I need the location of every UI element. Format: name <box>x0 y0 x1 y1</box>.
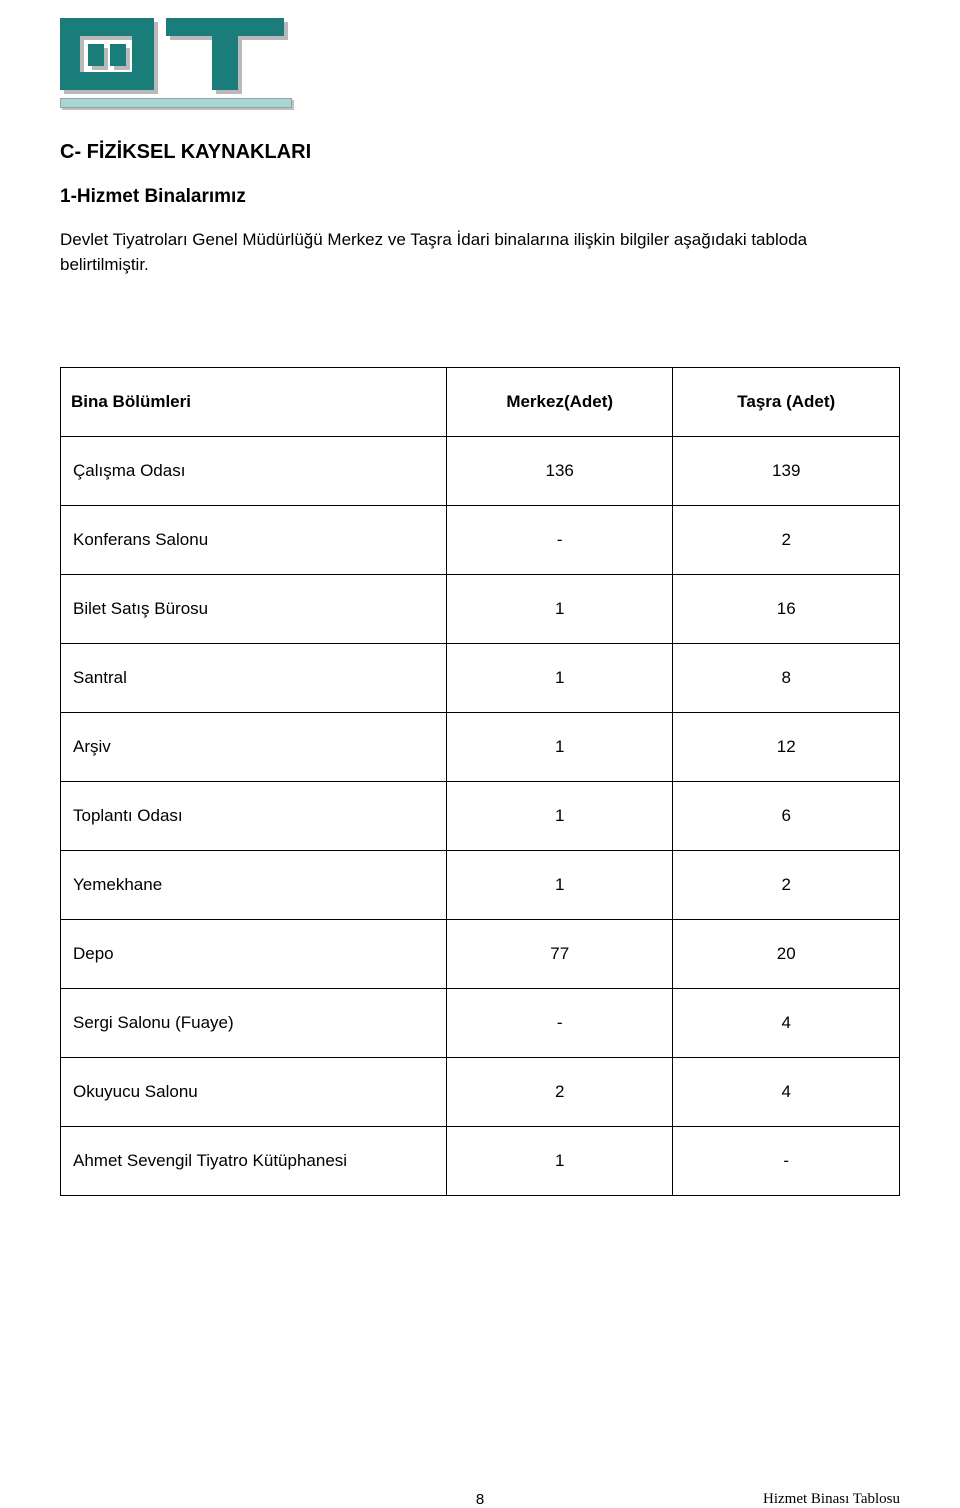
row-value-tasra: 2 <box>673 506 900 575</box>
row-value-tasra: 2 <box>673 851 900 920</box>
row-value-tasra: 6 <box>673 782 900 851</box>
section-heading: C- FİZİKSEL KAYNAKLARI <box>60 141 900 164</box>
row-value-tasra: 4 <box>673 989 900 1058</box>
row-value-tasra: 4 <box>673 1058 900 1127</box>
row-label: Konferans Salonu <box>61 506 447 575</box>
row-label: Yemekhane <box>61 851 447 920</box>
row-label: Sergi Salonu (Fuaye) <box>61 989 447 1058</box>
table-row: Okuyucu Salonu 2 4 <box>61 1058 900 1127</box>
row-value-merkez: 1 <box>446 851 673 920</box>
row-value-merkez: - <box>446 506 673 575</box>
sub-heading: 1-Hizmet Binalarımız <box>60 186 900 208</box>
row-value-merkez: 1 <box>446 575 673 644</box>
col-header-label: Bina Bölümleri <box>61 368 447 437</box>
row-value-merkez: 136 <box>446 437 673 506</box>
row-label: Toplantı Odası <box>61 782 447 851</box>
row-value-tasra: 12 <box>673 713 900 782</box>
row-value-merkez: 1 <box>446 782 673 851</box>
table-row: Sergi Salonu (Fuaye) - 4 <box>61 989 900 1058</box>
row-value-merkez: 1 <box>446 1127 673 1196</box>
logo-underline <box>60 98 292 108</box>
row-value-tasra: 8 <box>673 644 900 713</box>
row-label: Bilet Satış Bürosu <box>61 575 447 644</box>
table-row: Arşiv 1 12 <box>61 713 900 782</box>
row-value-merkez: 1 <box>446 644 673 713</box>
row-value-merkez: 1 <box>446 713 673 782</box>
table-row: Yemekhane 1 2 <box>61 851 900 920</box>
building-sections-table: Bina Bölümleri Merkez(Adet) Taşra (Adet)… <box>60 367 900 1196</box>
row-label: Depo <box>61 920 447 989</box>
row-value-tasra: - <box>673 1127 900 1196</box>
row-label: Çalışma Odası <box>61 437 447 506</box>
table-row: Konferans Salonu - 2 <box>61 506 900 575</box>
row-value-tasra: 139 <box>673 437 900 506</box>
col-header-tasra: Taşra (Adet) <box>673 368 900 437</box>
row-value-tasra: 16 <box>673 575 900 644</box>
table-row: Santral 1 8 <box>61 644 900 713</box>
row-label: Santral <box>61 644 447 713</box>
page-number: 8 <box>476 1491 484 1508</box>
row-label: Ahmet Sevengil Tiyatro Kütüphanesi <box>61 1127 447 1196</box>
row-value-merkez: 2 <box>446 1058 673 1127</box>
row-value-tasra: 20 <box>673 920 900 989</box>
table-row: Toplantı Odası 1 6 <box>61 782 900 851</box>
col-header-merkez: Merkez(Adet) <box>446 368 673 437</box>
document-page: C- FİZİKSEL KAYNAKLARI 1-Hizmet Binaları… <box>0 0 960 1499</box>
row-label: Arşiv <box>61 713 447 782</box>
table-row: Ahmet Sevengil Tiyatro Kütüphanesi 1 - <box>61 1127 900 1196</box>
row-value-merkez: 77 <box>446 920 673 989</box>
logo-block <box>60 18 292 108</box>
intro-paragraph: Devlet Tiyatroları Genel Müdürlüğü Merke… <box>60 228 900 277</box>
table-row: Bilet Satış Bürosu 1 16 <box>61 575 900 644</box>
row-label: Okuyucu Salonu <box>61 1058 447 1127</box>
table-row: Depo 77 20 <box>61 920 900 989</box>
row-value-merkez: - <box>446 989 673 1058</box>
footer-caption: Hizmet Binası Tablosu <box>763 1491 900 1508</box>
table-header-row: Bina Bölümleri Merkez(Adet) Taşra (Adet) <box>61 368 900 437</box>
table-row: Çalışma Odası 136 139 <box>61 437 900 506</box>
dt-logo-icon <box>60 18 292 94</box>
